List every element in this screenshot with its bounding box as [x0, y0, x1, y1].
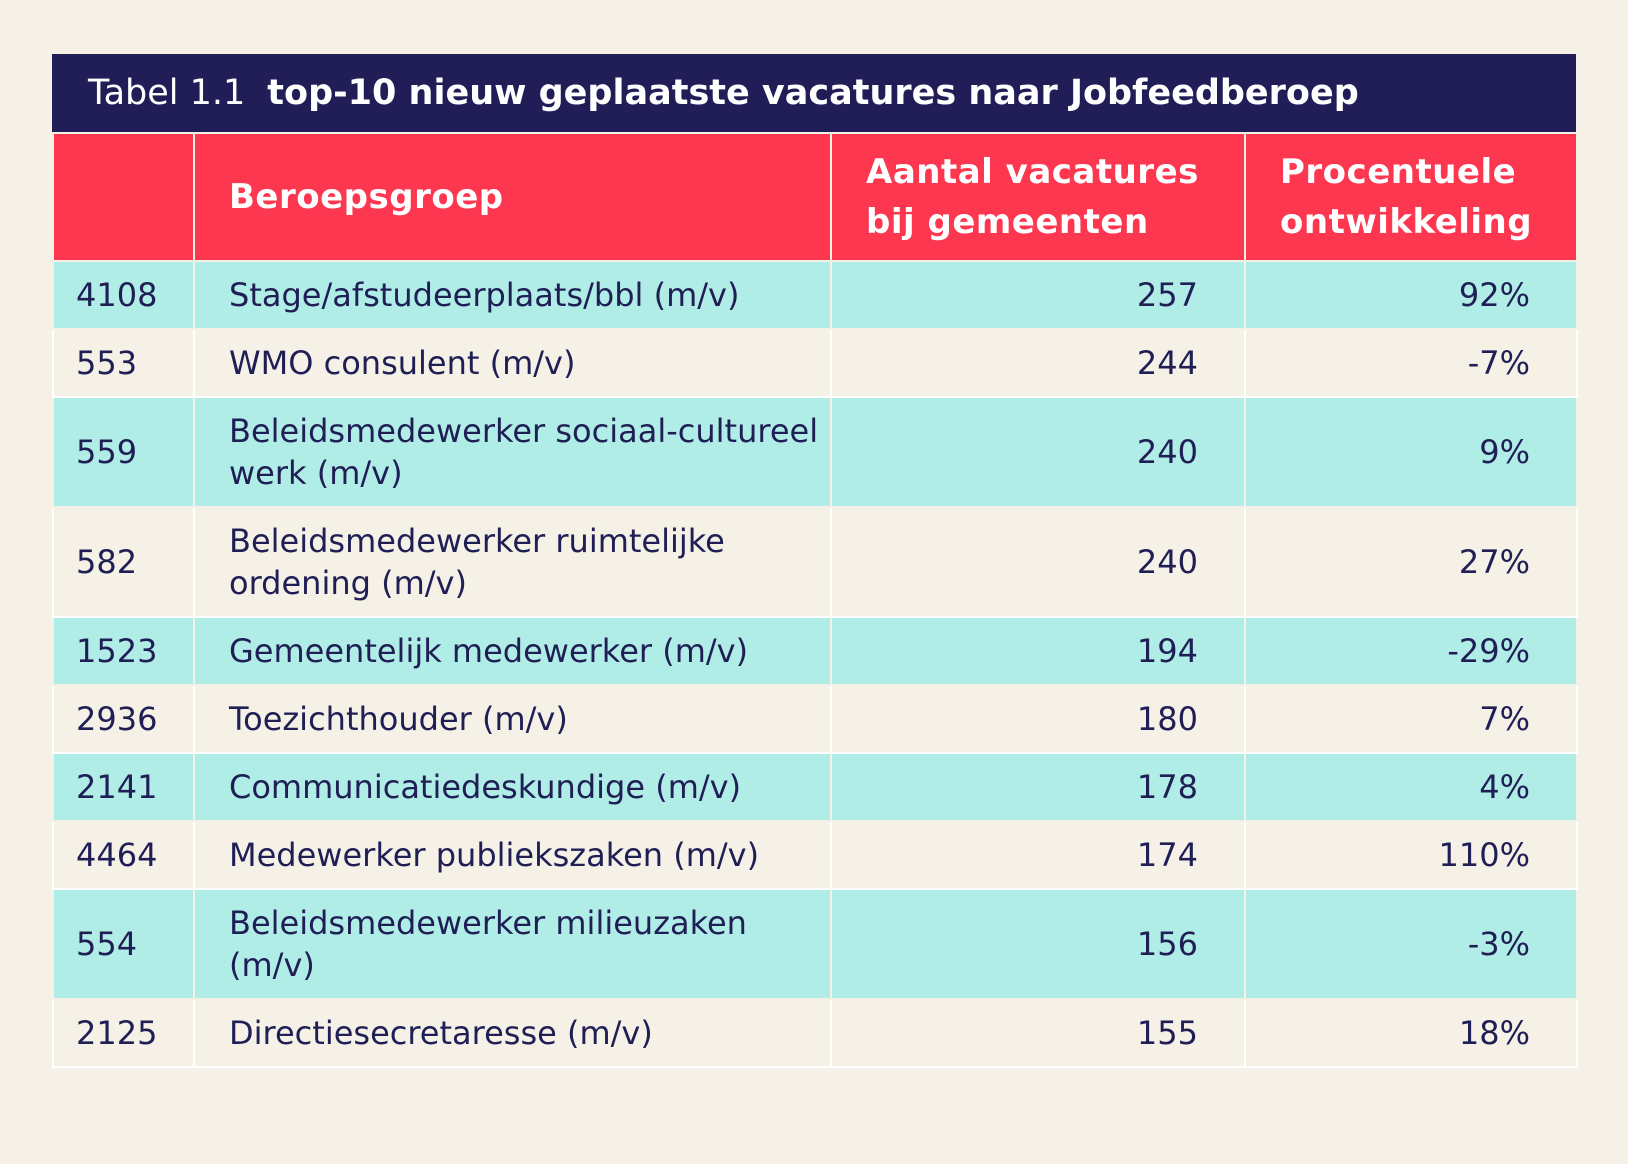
header-aantal-vacatures: Aantal vacatures bij gemeenten	[830, 132, 1246, 262]
cell-code: 2141	[52, 752, 195, 822]
cell-pct: -3%	[1244, 888, 1578, 1000]
cell-pct: 9%	[1244, 396, 1578, 508]
table-header-row: Beroepsgroep Aantal vacatures bij gemeen…	[52, 132, 1578, 262]
table-row: 1523 Gemeentelijk medewerker (m/v) 194 -…	[52, 616, 1578, 686]
cell-pct: 27%	[1244, 506, 1578, 618]
header-code	[52, 132, 195, 262]
table-title: top-10 nieuw geplaatste vacatures naar J…	[267, 73, 1359, 113]
cell-name: Beleidsmedewerker milieuzaken (m/v)	[193, 888, 832, 1000]
cell-name: WMO consulent (m/v)	[193, 328, 832, 398]
header-beroepsgroep: Beroepsgroep	[193, 132, 832, 262]
cell-name: Toezichthouder (m/v)	[193, 684, 832, 754]
table-row: 4464 Medewerker publiekszaken (m/v) 174 …	[52, 820, 1578, 890]
cell-count: 244	[830, 328, 1246, 398]
cell-code: 582	[52, 506, 195, 618]
vacancy-table: Beroepsgroep Aantal vacatures bij gemeen…	[52, 132, 1578, 1068]
table-row: 2141 Communicatiedeskundige (m/v) 178 4%	[52, 752, 1578, 822]
cell-count: 180	[830, 684, 1246, 754]
cell-count: 174	[830, 820, 1246, 890]
cell-pct: 110%	[1244, 820, 1578, 890]
cell-count: 240	[830, 396, 1246, 508]
table-row: 559 Beleidsmedewerker sociaal-cultureel …	[52, 396, 1578, 508]
table-row: 2936 Toezichthouder (m/v) 180 7%	[52, 684, 1578, 754]
table-row: 4108 Stage/afstudeerplaats/bbl (m/v) 257…	[52, 260, 1578, 330]
cell-count: 257	[830, 260, 1246, 330]
cell-count: 178	[830, 752, 1246, 822]
cell-pct: -7%	[1244, 328, 1578, 398]
cell-name: Communicatiedeskundige (m/v)	[193, 752, 832, 822]
cell-code: 2125	[52, 998, 195, 1068]
cell-code: 4108	[52, 260, 195, 330]
cell-pct: 4%	[1244, 752, 1578, 822]
header-procentuele-ontwikkeling: Procentuele ontwikkeling	[1244, 132, 1578, 262]
cell-name: Beleidsmedewerker sociaal-cultureel werk…	[193, 396, 832, 508]
cell-code: 554	[52, 888, 195, 1000]
table-title-bar: Tabel 1.1 top-10 nieuw geplaatste vacatu…	[52, 54, 1576, 132]
cell-code: 553	[52, 328, 195, 398]
cell-count: 240	[830, 506, 1246, 618]
cell-name: Medewerker publiekszaken (m/v)	[193, 820, 832, 890]
cell-count: 156	[830, 888, 1246, 1000]
table-row: 554 Beleidsmedewerker milieuzaken (m/v) …	[52, 888, 1578, 1000]
vacancy-table-container: Tabel 1.1 top-10 nieuw geplaatste vacatu…	[52, 54, 1578, 1068]
cell-code: 4464	[52, 820, 195, 890]
cell-code: 1523	[52, 616, 195, 686]
table-row: 2125 Directiesecretaresse (m/v) 155 18%	[52, 998, 1578, 1068]
cell-name: Directiesecretaresse (m/v)	[193, 998, 832, 1068]
cell-count: 155	[830, 998, 1246, 1068]
cell-name: Stage/afstudeerplaats/bbl (m/v)	[193, 260, 832, 330]
cell-name: Beleidsmedewerker ruimtelijke ordening (…	[193, 506, 832, 618]
cell-pct: 18%	[1244, 998, 1578, 1068]
cell-pct: 7%	[1244, 684, 1578, 754]
cell-count: 194	[830, 616, 1246, 686]
cell-code: 2936	[52, 684, 195, 754]
cell-code: 559	[52, 396, 195, 508]
cell-name: Gemeentelijk medewerker (m/v)	[193, 616, 832, 686]
table-number: Tabel 1.1	[88, 73, 246, 113]
cell-pct: -29%	[1244, 616, 1578, 686]
table-row: 553 WMO consulent (m/v) 244 -7%	[52, 328, 1578, 398]
table-row: 582 Beleidsmedewerker ruimtelijke ordeni…	[52, 506, 1578, 618]
cell-pct: 92%	[1244, 260, 1578, 330]
